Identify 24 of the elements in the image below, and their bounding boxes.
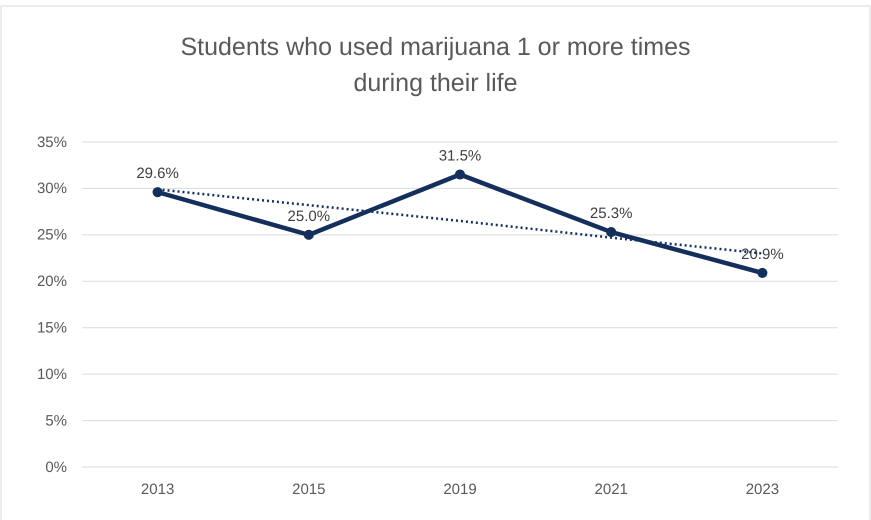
y-tick-label: 15%: [36, 320, 67, 337]
data-label: 29.6%: [136, 165, 179, 182]
y-tick-label: 5%: [45, 412, 67, 430]
y-tick-label: 30%: [36, 180, 67, 198]
y-tick-label: 25%: [36, 226, 67, 244]
x-tick-label: 2023: [746, 481, 780, 498]
point: [152, 187, 163, 198]
chart-title: Students who used marijuana 1 or more times during their life: [180, 33, 690, 97]
x-tick-label: 2015: [292, 481, 326, 498]
y-tick-label: 0%: [45, 458, 67, 476]
y-tick-label: 20%: [36, 273, 67, 290]
point: [454, 169, 466, 180]
point: [606, 227, 616, 238]
point: [757, 268, 768, 278]
y-tick-label: 10%: [36, 366, 67, 383]
data-label: 25.0%: [288, 208, 330, 225]
x-tick-label: 2019: [443, 481, 477, 498]
point: [304, 230, 314, 240]
data-label: 25.3%: [590, 205, 632, 222]
x-tick-label: 2021: [594, 481, 628, 498]
x-tick-label: 2013: [140, 481, 174, 498]
data-label: 31.5%: [438, 148, 482, 164]
y-tick-label: 35%: [36, 134, 67, 151]
data-label: 20.9%: [741, 246, 784, 263]
